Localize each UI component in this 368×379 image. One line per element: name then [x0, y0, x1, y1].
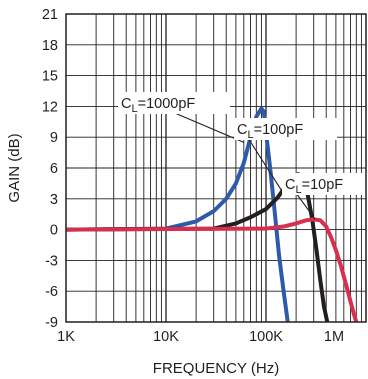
series-label-leader	[247, 137, 285, 194]
series-label-leader	[295, 192, 316, 220]
series-label-subscript: L	[247, 129, 253, 141]
series-line-0	[65, 106, 290, 323]
series-label-main: C	[237, 122, 247, 138]
series-label-value: =1000pF	[138, 96, 196, 112]
y-tick-label: 9	[50, 130, 58, 146]
y-tick-label: 6	[50, 161, 58, 177]
x-tick-labels: 1K 10K 100K 1M	[57, 329, 344, 345]
y-tick-label: 12	[42, 99, 58, 115]
y-tick-label: -3	[45, 253, 58, 269]
y-tick-label: 15	[42, 69, 58, 85]
y-tick-label: -6	[45, 284, 58, 300]
label-leaders	[169, 110, 316, 220]
series-label-subscript: L	[131, 103, 137, 115]
x-tick-label: 1M	[324, 329, 344, 345]
y-tick-label: -9	[45, 315, 58, 331]
y-tick-label: 0	[50, 223, 58, 239]
series-label-value: =100pF	[254, 122, 304, 138]
y-tick-labels: 21 18 15 12 9 6 3 0 -3 -6 -9	[42, 7, 58, 331]
series-label-subscript: L	[295, 184, 301, 196]
x-tick-label: 10K	[153, 329, 179, 345]
series-label-1: CL=100pF	[237, 122, 303, 141]
series-line-2	[65, 217, 359, 323]
y-tick-label: 18	[42, 38, 58, 54]
series-label-2: CL=10pF	[285, 177, 343, 196]
series-line-1	[65, 172, 330, 323]
x-axis-label: FREQUENCY (Hz)	[153, 360, 279, 377]
series-label-leader	[169, 110, 245, 143]
x-tick-label: 1K	[57, 329, 75, 345]
y-tick-label: 3	[50, 192, 58, 208]
y-axis-label: GAIN (dB)	[6, 133, 23, 202]
plot-frame	[65, 13, 367, 323]
series-label-backdrop	[118, 92, 230, 114]
x-tick-label: 100K	[249, 329, 283, 345]
series-label-0: CL=1000pF	[121, 96, 195, 115]
y-tick-label: 21	[42, 7, 58, 23]
series-label-backdrop	[282, 173, 368, 195]
series-label-backdrop	[234, 118, 337, 140]
series-label-value: =10pF	[302, 177, 344, 193]
series-label-main: C	[121, 96, 131, 112]
series-label-main: C	[285, 177, 295, 193]
